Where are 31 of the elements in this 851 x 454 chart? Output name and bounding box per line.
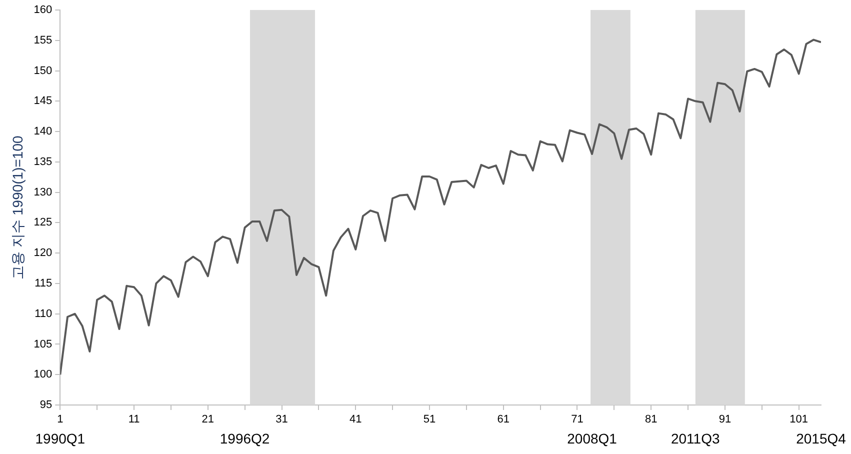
x-tick-label: 71 [571,414,584,426]
y-tick-label: 110 [34,308,52,320]
x-tick-label: 81 [644,414,658,426]
x-tick-label: 91 [718,414,732,426]
x2-tick-label: 2011Q3 [670,430,720,446]
x-tick-label: 61 [497,414,510,426]
x2-tick-label: 2008Q1 [567,430,618,446]
x2-tick-label: 2015Q4 [796,430,846,446]
y-tick-label: 115 [34,277,52,290]
y-tick-label: 125 [34,216,52,229]
x-tick-label: 101 [790,414,808,426]
x-tick-label: 51 [423,414,436,426]
x-tick-label: 21 [202,414,214,426]
y-tick-label: 95 [40,399,52,412]
x-tick-label: 11 [128,414,140,426]
y-tick-label: 160 [34,4,52,16]
y-tick-label: 145 [34,95,52,108]
x-tick-label: 1 [57,414,64,426]
x-tick-label: 41 [350,414,362,426]
y-tick-label: 105 [34,338,52,350]
y-tick-label: 120 [34,247,52,260]
x2-tick-label: 1996Q2 [220,430,270,446]
x-tick-label: 31 [276,414,288,426]
y-tick-label: 130 [34,186,52,198]
y-axis-title: 고용 지수 1990(1)=100 [9,136,26,280]
y-tick-label: 140 [34,126,52,138]
y-tick-label: 155 [34,34,52,46]
y-tick-label: 100 [34,368,52,381]
y-tick-label: 135 [34,156,52,168]
x2-tick-label: 1990Q1 [35,430,86,446]
y-tick-label: 150 [34,64,52,77]
